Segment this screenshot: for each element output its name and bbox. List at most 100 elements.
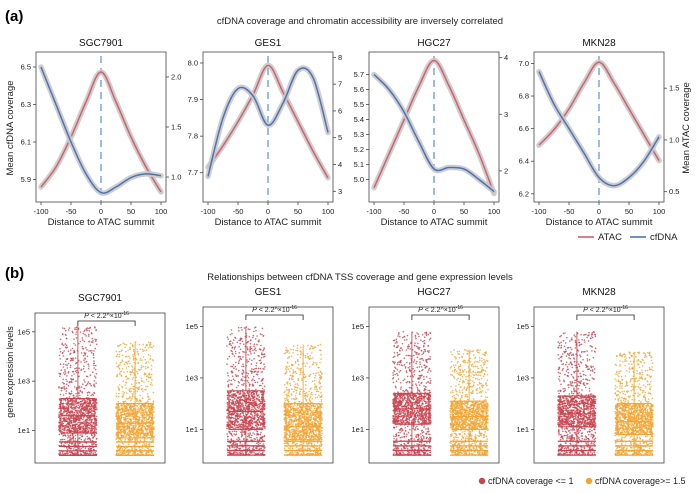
- jitter-point: [128, 435, 131, 438]
- jitter-point: [239, 398, 241, 401]
- plot-frame: [34, 312, 166, 464]
- jitter-point: [227, 438, 229, 441]
- jitter-point: [232, 400, 235, 403]
- jitter-point: [115, 413, 118, 416]
- jitter-point: [73, 338, 75, 341]
- jitter-point: [72, 378, 74, 380]
- jitter-point: [74, 328, 76, 331]
- jitter-point: [142, 405, 145, 408]
- jitter-point: [262, 451, 264, 454]
- jitter-point: [62, 333, 64, 336]
- jitter-point: [248, 358, 251, 360]
- jitter-point: [58, 424, 60, 427]
- jitter-point: [88, 411, 91, 414]
- jitter-point: [249, 452, 252, 454]
- jitter-point: [128, 348, 131, 350]
- jitter-point: [246, 413, 249, 415]
- jitter-point: [67, 452, 69, 455]
- jitter-point: [66, 446, 68, 449]
- jitter-point: [149, 424, 151, 427]
- jitter-point: [249, 413, 252, 415]
- jitter-point: [131, 411, 133, 414]
- jitter-point: [136, 418, 139, 421]
- jitter-point: [90, 421, 93, 424]
- jitter-point: [250, 418, 253, 421]
- jitter-point: [125, 415, 127, 418]
- jitter-point: [88, 391, 91, 394]
- jitter-point: [84, 361, 86, 364]
- jitter-point: [146, 413, 148, 416]
- jitter-point: [145, 343, 148, 346]
- jitter-point: [231, 426, 234, 428]
- jitter-point: [89, 344, 92, 347]
- y-right-tick-label: 2: [504, 166, 508, 175]
- jitter-point: [253, 418, 256, 421]
- jitter-point: [251, 399, 254, 402]
- jitter-point: [75, 395, 78, 397]
- y-right-tick-label: 3: [338, 187, 342, 196]
- jitter-point: [64, 419, 67, 422]
- jitter-point: [70, 427, 73, 430]
- jitter-point: [293, 388, 296, 391]
- y-left-tick-label: 6.5: [21, 63, 31, 72]
- jitter-point: [64, 329, 67, 332]
- jitter-point: [149, 383, 152, 386]
- jitter-point: [141, 444, 144, 446]
- jitter-point: [290, 355, 293, 358]
- jitter-point: [90, 420, 92, 422]
- jitter-point: [144, 358, 147, 361]
- jitter-point: [78, 367, 80, 370]
- jitter-point: [285, 451, 287, 453]
- jitter-point: [83, 359, 85, 362]
- jitter-point: [132, 385, 134, 388]
- jitter-point: [131, 378, 134, 381]
- jitter-point: [81, 430, 83, 433]
- jitter-point: [85, 401, 88, 404]
- jitter-point: [64, 427, 67, 429]
- jitter-point: [231, 375, 234, 378]
- jitter-point: [128, 355, 130, 358]
- jitter-point: [69, 366, 72, 369]
- jitter-point: [67, 371, 70, 374]
- x-tick-label: 0: [597, 207, 601, 216]
- jitter-point: [231, 402, 233, 404]
- jitter-point: [90, 394, 92, 397]
- jitter-point: [241, 398, 244, 401]
- jitter-point: [87, 430, 90, 432]
- jitter-point: [231, 365, 234, 368]
- jitter-point: [254, 402, 256, 405]
- jitter-point: [232, 413, 235, 416]
- jitter-point: [263, 414, 266, 416]
- jitter-point: [90, 352, 93, 354]
- x-tick-label: 100: [488, 207, 501, 216]
- jitter-point: [145, 361, 148, 364]
- jitter-point: [304, 397, 307, 400]
- jitter-point: [117, 344, 119, 347]
- jitter-point: [123, 371, 125, 374]
- jitter-point: [71, 407, 73, 410]
- jitter-point: [91, 413, 93, 416]
- jitter-point: [66, 448, 69, 451]
- jitter-point: [92, 354, 95, 356]
- jitter-point: [292, 378, 294, 381]
- jitter-point: [292, 390, 295, 393]
- series-line-atac: [40, 71, 162, 193]
- jitter-point: [85, 406, 87, 408]
- jitter-point: [226, 412, 229, 415]
- jitter-point: [239, 426, 241, 428]
- jitter-point: [145, 414, 148, 417]
- jitter-point: [263, 385, 266, 388]
- jitter-point: [74, 452, 76, 454]
- jitter-point: [94, 338, 96, 341]
- jitter-point: [232, 378, 235, 381]
- jitter-point: [251, 379, 253, 382]
- jitter-point: [263, 389, 265, 391]
- jitter-point: [81, 405, 83, 408]
- jitter-point: [253, 345, 255, 348]
- jitter-point: [94, 347, 97, 350]
- jitter-point: [68, 411, 71, 414]
- jitter-point: [83, 399, 85, 401]
- jitter-point: [92, 430, 95, 433]
- jitter-point: [248, 436, 251, 439]
